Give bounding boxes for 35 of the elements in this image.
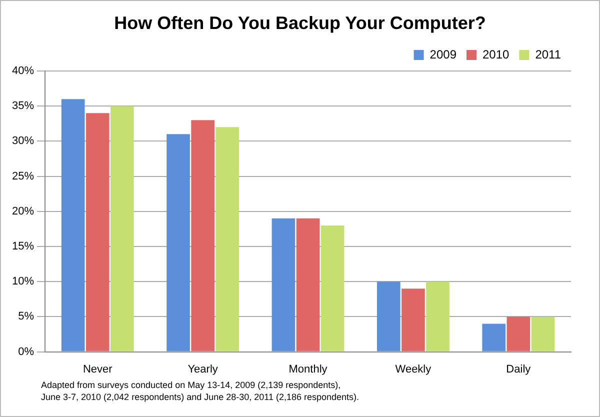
bar (402, 288, 425, 352)
y-tick-label: 35% (12, 100, 34, 112)
chart-title: How Often Do You Backup Your Computer? (113, 12, 487, 35)
x-tick-label: Monthly (288, 363, 328, 376)
y-tick-label: 20% (12, 205, 34, 218)
bar (110, 106, 134, 352)
bar (272, 218, 296, 352)
y-tick-label: 5% (18, 310, 34, 323)
y-tick-label: 30% (12, 135, 34, 148)
x-tick-label: Never (82, 363, 113, 376)
x-tick-label: Weekly (395, 363, 432, 376)
bar (482, 324, 506, 352)
bar (506, 316, 530, 352)
bar (296, 218, 320, 352)
bar (86, 113, 110, 352)
y-tick-label: 25% (12, 170, 34, 182)
x-tick-label: Yearly (188, 363, 218, 376)
bar (320, 225, 344, 352)
bar (191, 120, 214, 352)
bar (531, 316, 555, 352)
legend-label: 2011 (535, 47, 562, 62)
bar (61, 99, 85, 352)
y-tick-label: 40% (12, 65, 34, 78)
y-tick-label: 15% (12, 240, 34, 253)
x-tick-label: Daily (506, 363, 532, 376)
text: June 3-7, 2010 (2,042 respondents) and June 28-30, 2011 (2,186 respondents). (41, 391, 360, 403)
bar (216, 127, 240, 352)
bar (166, 134, 190, 352)
bar (377, 282, 400, 352)
bar (426, 282, 450, 352)
legend-label: 2009 (430, 47, 457, 62)
legend-label: 2010 (482, 47, 510, 62)
y-tick-label: 0% (18, 346, 34, 358)
text: Adapted from surveys conducted on May 13-14, 2009 (2,139 respondents), (41, 379, 342, 391)
y-tick-label: 10% (12, 276, 34, 288)
